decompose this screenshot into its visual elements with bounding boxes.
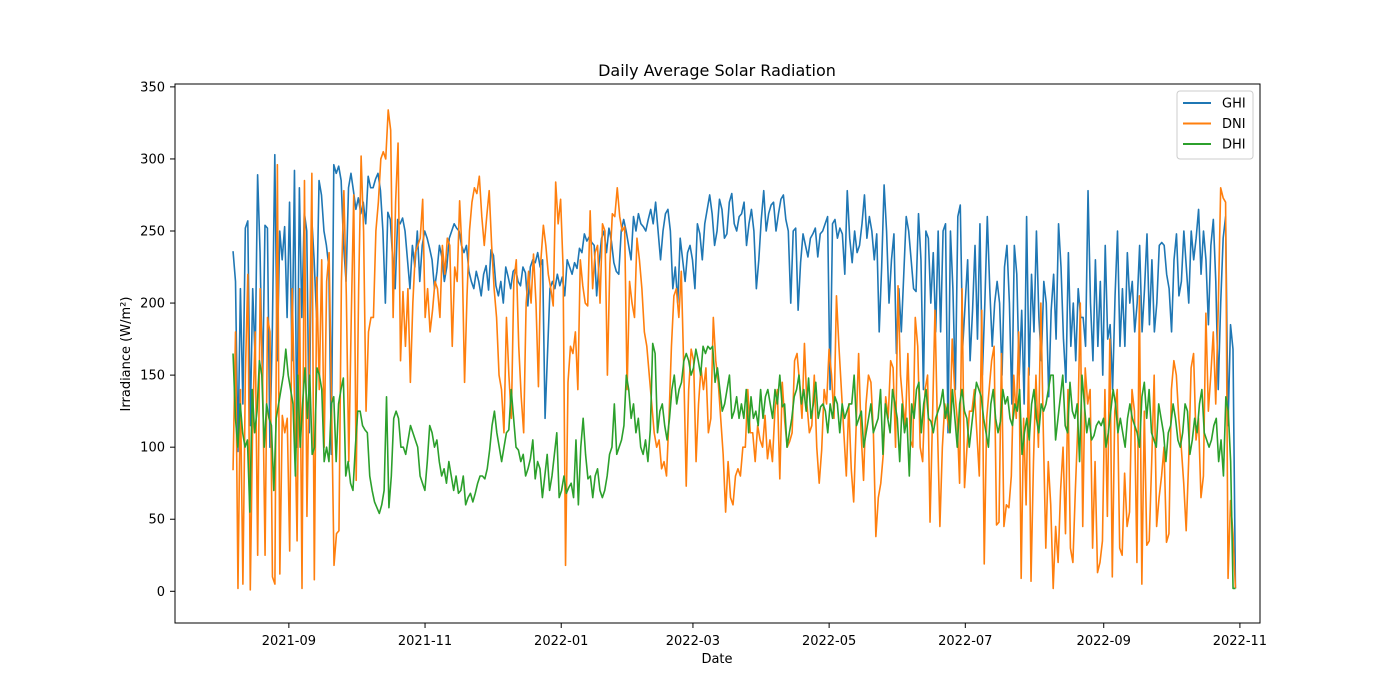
x-tick-label: 2022-11 <box>1213 634 1267 649</box>
y-tick-label: 100 <box>140 441 165 456</box>
axes-frame <box>174 83 1261 624</box>
y-tick-label: 250 <box>140 225 165 240</box>
y-axis-label: Irradiance (W/m²) <box>119 297 134 412</box>
x-tick-label: 2022-01 <box>534 634 588 649</box>
legend-label-dhi: DHI <box>1222 138 1246 153</box>
y-tick-label: 150 <box>140 369 165 384</box>
y-tick-label: 50 <box>148 513 165 528</box>
y-tick-label: 300 <box>140 152 165 167</box>
y-tick-label: 0 <box>157 585 165 600</box>
y-axis-ticks: 0 50 100 150 200 250 300 350 <box>140 80 175 600</box>
legend-label-dni: DNI <box>1222 117 1246 132</box>
x-tick-label: 2022-05 <box>802 634 856 649</box>
x-tick-label: 2022-07 <box>938 634 992 649</box>
plot-area: 2021-09 2021-11 2022-01 2022-03 2022-05 2022-… <box>140 80 1267 649</box>
series-lines <box>232 109 1237 591</box>
x-axis-ticks: 2021-09 2021-11 2022-01 2022-03 2022-05 2022-… <box>262 623 1267 649</box>
series-line-dhi <box>232 342 1236 590</box>
x-axis-label: Date <box>701 652 732 667</box>
x-tick-label: 2022-03 <box>666 634 720 649</box>
x-tick-label: 2021-09 <box>262 634 316 649</box>
legend-box <box>1176 90 1254 160</box>
series-line-ghi <box>232 153 1237 589</box>
x-tick-label: 2022-09 <box>1077 634 1131 649</box>
y-tick-label: 200 <box>140 297 165 312</box>
chart-title: Daily Average Solar Radiation <box>598 61 836 80</box>
legend-label-ghi: GHI <box>1222 97 1246 112</box>
y-tick-label: 350 <box>140 80 165 95</box>
legend: GHI DNI DHI <box>1176 90 1254 160</box>
x-tick-label: 2021-11 <box>398 634 452 649</box>
